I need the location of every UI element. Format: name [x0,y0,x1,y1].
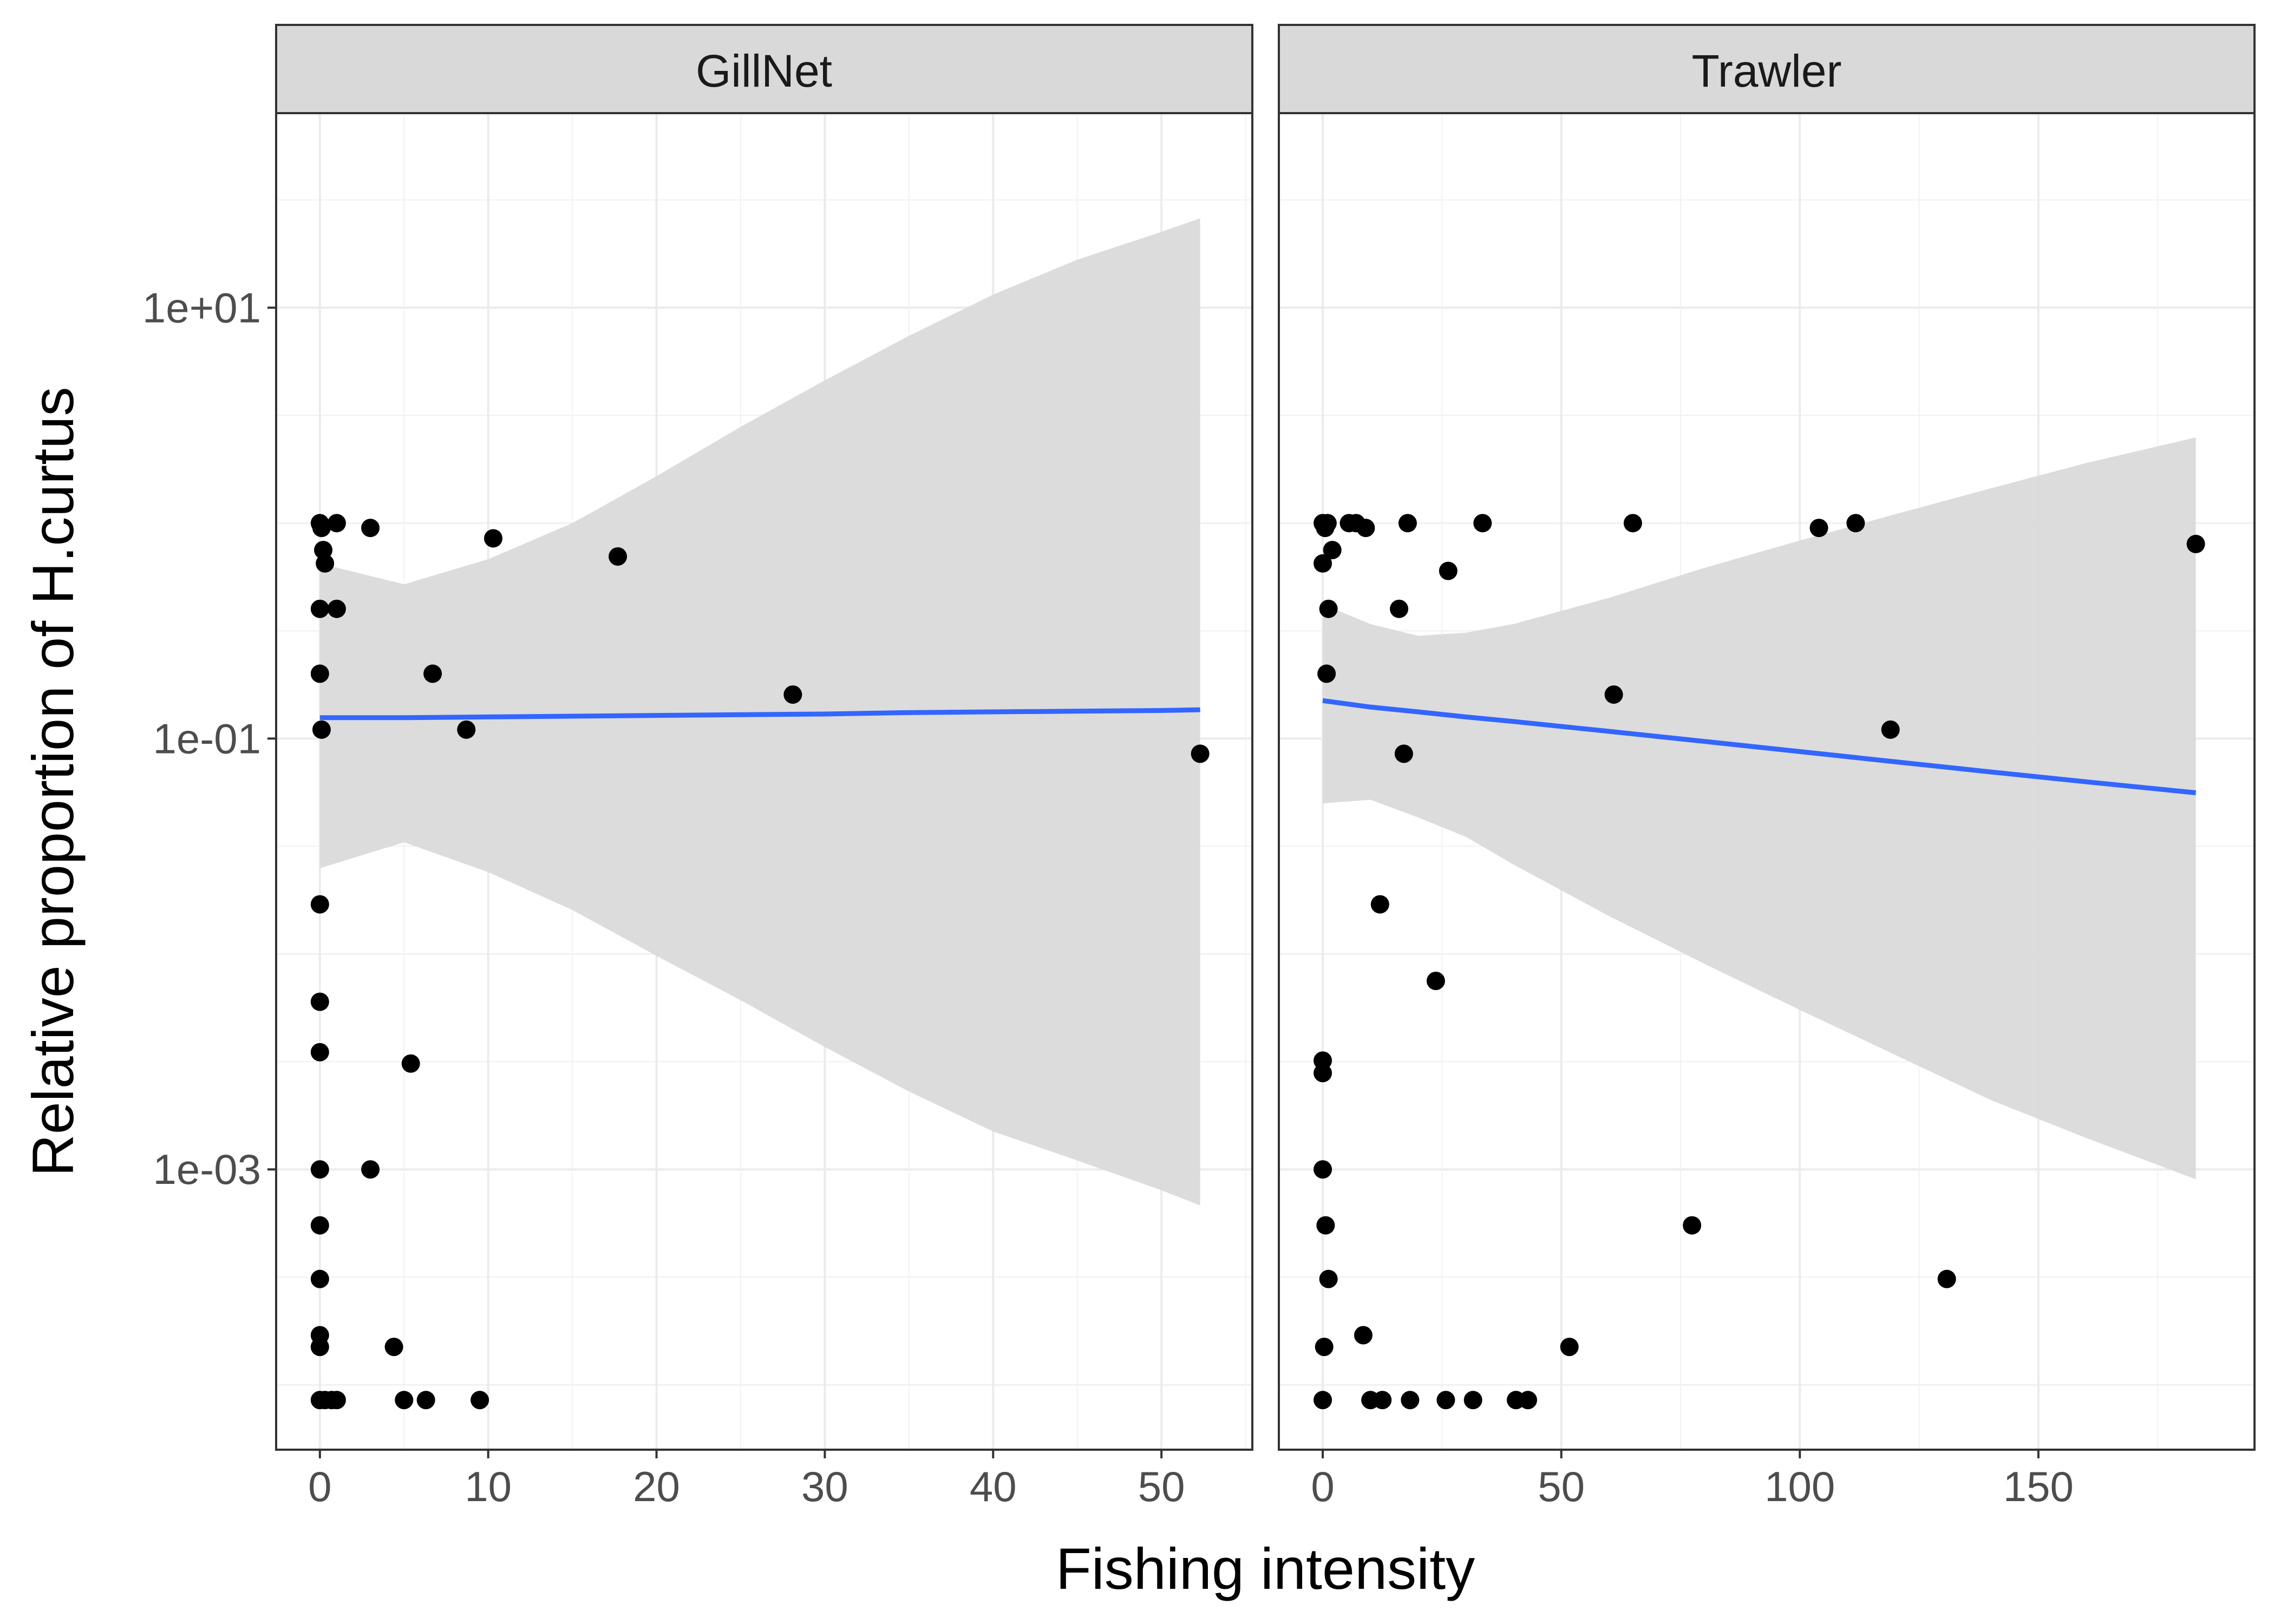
data-point [310,992,329,1011]
data-point [609,547,628,566]
data-point [1390,599,1409,618]
data-point [1473,514,1492,533]
data-point [1439,561,1458,580]
data-point [310,664,329,683]
trend-line-gillnet [319,707,1200,721]
trend-line-trawler [1322,698,2197,796]
data-point [1314,554,1332,573]
panel-border-gillnet [275,112,1253,1451]
x-tick-label: 50 [1138,1463,1185,1510]
x-tick-label: 30 [801,1463,848,1510]
data-point [1560,1338,1579,1357]
data-point [310,1043,329,1062]
data-point [1314,1160,1332,1179]
data-point [1319,1269,1338,1288]
strip-gillnet [275,24,1253,114]
data-point [1316,1216,1335,1235]
data-point [312,720,331,739]
x-tick-label: 10 [465,1463,512,1510]
data-point [310,1160,329,1179]
data-point [1881,720,1900,739]
data-point [1370,895,1389,914]
data-point [327,599,346,618]
y-tick-label: 1e+01 [142,284,261,331]
data-point [1323,541,1342,560]
data-point [457,720,476,739]
data-point [312,519,331,538]
data-point [1426,971,1445,990]
strip-label-gillnet: GillNet [696,45,832,96]
trend-line [319,707,1200,721]
data-point [1317,664,1336,683]
x-axis-trawler: 0 50 100 150 [1311,1450,2074,1510]
data-point [1623,514,1642,533]
data-point [1846,514,1865,533]
x-tick-label: 150 [2003,1463,2074,1510]
trend-line [1322,698,2197,796]
data-point [1314,1391,1332,1410]
data-point [1318,514,1337,533]
data-point [471,1391,489,1410]
data-point [1518,1391,1537,1410]
data-point [316,554,335,573]
data-point [1937,1269,1956,1288]
x-tick-label: 100 [1765,1463,1835,1510]
data-point [310,1269,329,1288]
data-point [484,529,503,548]
y-axis: 1e-03 1e-01 1e+01 [142,284,276,1193]
data-point [310,1338,329,1357]
data-point [1398,514,1417,533]
data-point [1319,599,1338,618]
x-tick-label: 20 [633,1463,680,1510]
data-point [1315,1338,1334,1357]
x-axis-title: Fishing intensity [1056,1536,1475,1601]
confidence-band [1323,437,2196,1180]
data-point [310,895,329,914]
data-point [2186,534,2205,553]
x-tick-label: 50 [1538,1463,1585,1510]
strip-label-trawler: Trawler [1692,45,1842,96]
confidence-band [319,218,1200,1206]
data-point [327,514,346,533]
data-point [1314,1064,1332,1083]
data-point [416,1391,435,1410]
data-point [401,1054,420,1073]
y-tick-label: 1e-03 [153,1145,262,1193]
data-point [384,1338,403,1357]
data-point [361,519,380,538]
points-gillnet [310,514,1210,1410]
x-tick-label: 40 [970,1463,1017,1510]
data-point [423,664,442,683]
data-point [314,541,333,560]
data-point [1604,685,1623,704]
data-point [310,1216,329,1235]
y-axis-title: Relative proportion of H.curtus [20,387,86,1177]
data-point [327,1391,346,1410]
confidence-band-trawler [1323,437,2196,1180]
x-tick-label: 0 [1311,1463,1334,1510]
data-point [395,1391,414,1410]
points-trawler [1314,514,2205,1410]
data-point [1354,1326,1373,1345]
data-point [1436,1391,1455,1410]
data-point [1401,1391,1420,1410]
x-tick-label: 0 [308,1463,331,1510]
data-point [783,685,802,704]
data-point [310,599,329,618]
panel-gillnet: GillNet 0 10 20 30 40 50 [275,24,1253,1510]
data-point [1373,1391,1392,1410]
data-point [1463,1391,1482,1410]
data-point [361,1160,380,1179]
data-point [1809,519,1828,538]
x-axis-gillnet: 0 10 20 30 40 50 [308,1450,1185,1510]
panel-border-trawler [1278,112,2256,1451]
data-point [1683,1216,1702,1235]
data-point [1394,744,1413,763]
data-point [1356,519,1375,538]
data-point [1191,744,1210,763]
panel-trawler: Trawler 0 50 100 150 [1278,24,2256,1510]
y-tick-label: 1e-01 [153,715,262,762]
confidence-band-gillnet [319,218,1200,1206]
